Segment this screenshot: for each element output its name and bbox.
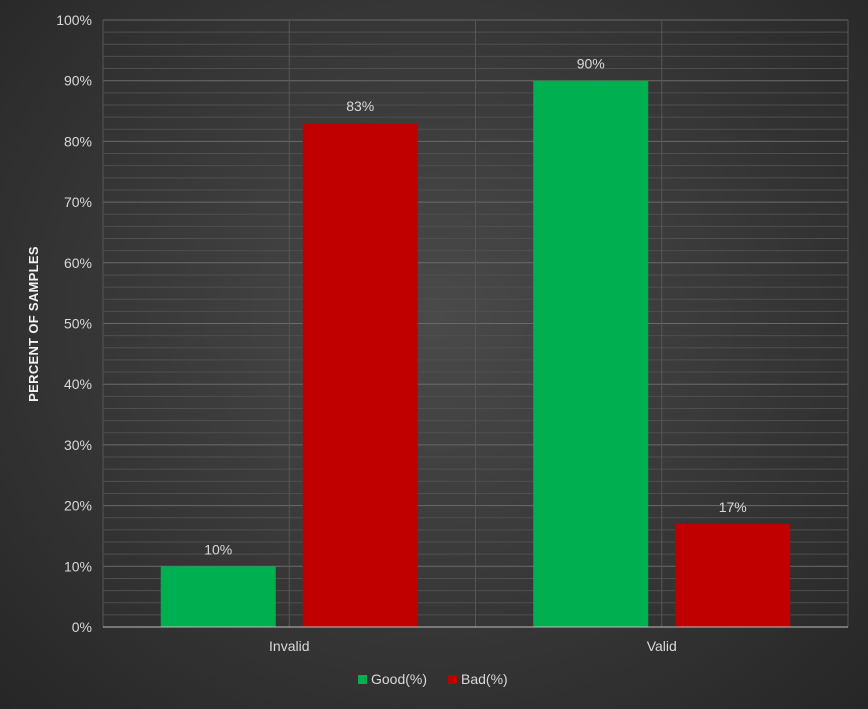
data-label: 10%: [204, 541, 232, 557]
x-axis-categories: Invalid Valid: [269, 638, 677, 654]
x-category-label: Invalid: [269, 638, 309, 654]
legend-label: Good(%): [371, 671, 427, 687]
y-tick-label: 20%: [64, 498, 92, 514]
y-tick-label: 60%: [64, 255, 92, 271]
y-axis-label: PERCENT OF SAMPLES: [26, 246, 41, 402]
y-tick-label: 90%: [64, 73, 92, 89]
y-tick-label: 30%: [64, 437, 92, 453]
y-tick-label: 100%: [56, 12, 92, 28]
legend-swatch: [358, 675, 367, 684]
y-tick-label: 40%: [64, 376, 92, 392]
y-tick-label: 0%: [72, 619, 92, 635]
vertical-gridlines: [102, 20, 849, 627]
x-category-label: Valid: [647, 638, 677, 654]
data-label: 17%: [719, 499, 747, 515]
legend-item: Good(%): [358, 671, 427, 687]
bar-valid-bad: [675, 523, 791, 627]
legend: Good(%) Bad(%): [358, 671, 508, 687]
data-labels: 10% 83% 90% 17%: [204, 56, 747, 558]
y-tick-label: 80%: [64, 133, 92, 149]
legend-item: Bad(%): [448, 671, 508, 687]
y-tick-label: 10%: [64, 558, 92, 574]
y-axis-ticks: 0% 10% 20% 30% 40% 50% 60% 70% 80% 90% 100%: [56, 12, 92, 635]
y-tick-label: 50%: [64, 316, 92, 332]
bar-valid-good: [533, 80, 649, 627]
legend-swatch: [448, 675, 457, 684]
data-label: 90%: [577, 56, 605, 72]
bar-invalid-good: [160, 566, 276, 627]
legend-label: Bad(%): [461, 671, 508, 687]
bar-invalid-bad: [302, 123, 418, 627]
bars: [160, 80, 791, 627]
data-label: 83%: [346, 98, 374, 114]
y-tick-label: 70%: [64, 194, 92, 210]
